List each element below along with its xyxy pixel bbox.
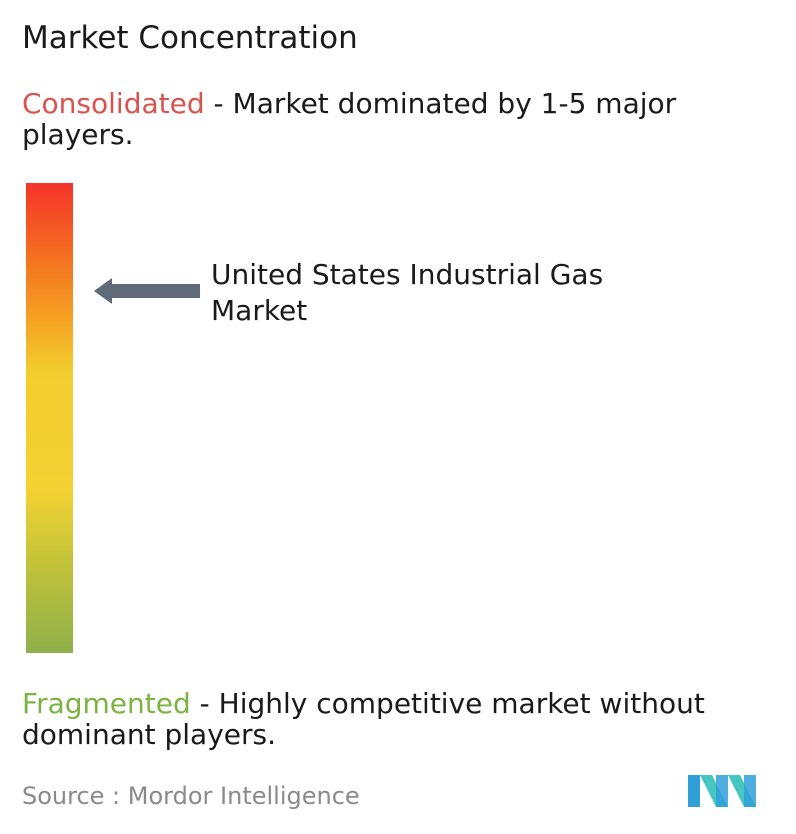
market-pointer-arrow-icon — [94, 278, 200, 304]
arrow-shape — [94, 278, 200, 304]
source-text: Source : Mordor Intelligence — [22, 782, 360, 810]
consolidated-text: - Market dominated by 1-5 major players. — [22, 87, 677, 151]
consolidated-description: Consolidated - Market dominated by 1-5 m… — [22, 88, 782, 150]
fragmented-label: Fragmented — [22, 687, 191, 720]
market-label: United States Industrial Gas Market — [211, 258, 604, 328]
fragmented-text: - Highly competitive market without domi… — [22, 687, 705, 751]
concentration-gradient-bar — [26, 183, 73, 653]
chart-title: Market Concentration — [22, 20, 358, 56]
consolidated-label: Consolidated — [22, 87, 205, 120]
mordor-intelligence-logo-icon — [688, 775, 756, 807]
fragmented-description: Fragmented - Highly competitive market w… — [22, 688, 782, 750]
